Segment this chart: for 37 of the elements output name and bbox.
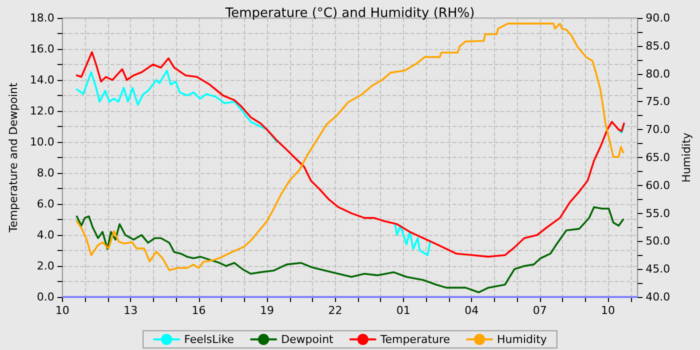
legend-label: Dewpoint — [281, 332, 334, 346]
x-tick-label: 16 — [192, 304, 206, 317]
y-tick-label: 2.0 — [36, 260, 54, 272]
y2-tick-label: 75.0 — [646, 95, 670, 108]
y2-tick-label: 45.0 — [646, 262, 670, 276]
y2-tick-label: 70.0 — [646, 123, 670, 136]
y2-tick-label: 40.0 — [646, 290, 670, 304]
y-axis-title: Temperature and Dewpoint — [7, 82, 20, 234]
x-tick-label: 07 — [532, 304, 547, 317]
x-tick-label: 01 — [396, 304, 410, 317]
x-tick-label: 22 — [328, 304, 342, 317]
x-tick-label: 19 — [260, 304, 274, 317]
x-tick-label: 10 — [55, 304, 70, 317]
x-tick-label: 10 — [601, 304, 616, 317]
y-tick-label: 4.0 — [36, 228, 54, 242]
y-tick-label: 16.0 — [30, 42, 54, 56]
y-tick-label: 10.0 — [30, 136, 54, 148]
y2-tick-label: 60.0 — [646, 178, 670, 192]
y2-tick-label: 80.0 — [646, 67, 670, 80]
legend-label: FeelsLike — [184, 332, 234, 346]
y2-tick-label: 50.0 — [646, 234, 670, 248]
x-tick-label: 04 — [464, 304, 479, 317]
y-tick-label: 8.0 — [36, 166, 54, 180]
y2-tick-label: 65.0 — [646, 151, 670, 164]
y2-tick-label: 90.0 — [646, 12, 670, 24]
x-tick-label: 13 — [124, 304, 138, 317]
y2-axis-title: Humidity — [680, 132, 693, 182]
y-tick-label: 6.0 — [36, 198, 54, 210]
legend-label: Humidity — [497, 332, 548, 346]
y2-tick-label: 85.0 — [646, 39, 670, 52]
chart-title: Temperature (°C) and Humidity (RH%) — [224, 6, 475, 21]
y-tick-label: 14.0 — [30, 74, 54, 86]
y-tick-label: 0.0 — [36, 290, 54, 304]
y2-tick-label: 55.0 — [646, 206, 670, 220]
legend-label: Temperature — [379, 332, 450, 346]
y-tick-label: 12.0 — [30, 104, 54, 118]
y-tick-label: 18.0 — [30, 12, 54, 24]
